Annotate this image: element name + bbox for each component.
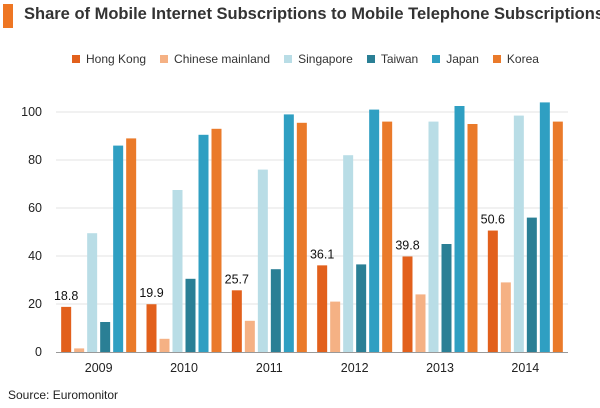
- legend-item: Hong Kong: [72, 52, 146, 66]
- bar: [257, 169, 268, 352]
- title-accent-bar: [3, 4, 13, 28]
- x-tick-label: 2009: [85, 361, 113, 375]
- bar: [100, 322, 111, 352]
- bar: [185, 278, 196, 352]
- y-tick-label: 40: [28, 249, 42, 263]
- x-tick-label: 2011: [256, 361, 283, 375]
- bar: [113, 145, 124, 352]
- bar: [270, 269, 281, 352]
- legend-label: Korea: [506, 52, 539, 66]
- bar: [526, 217, 537, 352]
- y-tick-label: 0: [35, 345, 42, 359]
- bar: [382, 121, 393, 352]
- legend-item: Japan: [432, 52, 479, 66]
- y-tick-label: 80: [28, 153, 42, 167]
- x-tick-label: 2014: [511, 361, 539, 375]
- bar: [552, 121, 563, 352]
- legend-swatch: [284, 55, 293, 63]
- bar: [74, 348, 85, 352]
- bar: [244, 320, 255, 352]
- bar: [159, 338, 170, 352]
- legend-item: Chinese mainland: [160, 52, 270, 66]
- legend-item: Singapore: [284, 52, 353, 66]
- bar: [330, 301, 341, 352]
- y-tick-label: 60: [28, 201, 42, 215]
- bar: [487, 230, 498, 352]
- legend-swatch: [366, 55, 375, 63]
- y-tick-label: 20: [28, 297, 42, 311]
- bar: [343, 155, 354, 352]
- y-tick-label: 100: [21, 105, 42, 119]
- legend-swatch: [72, 55, 80, 63]
- x-tick-label: 2010: [170, 361, 198, 375]
- legend-item: Taiwan: [366, 52, 419, 66]
- legend-label: Hong Kong: [86, 52, 147, 66]
- data-label: 18.8: [54, 289, 78, 303]
- bar: [402, 256, 413, 352]
- bar: [172, 190, 183, 352]
- source-note: Source: Euromonitor: [8, 388, 119, 402]
- bar: [61, 306, 72, 352]
- bar: [126, 138, 137, 352]
- bar: [283, 114, 294, 353]
- data-label: 19.9: [139, 286, 163, 300]
- bar: [500, 282, 511, 352]
- data-label: 50.6: [481, 213, 505, 227]
- bar: [231, 290, 242, 352]
- legend-label: Singapore: [298, 52, 353, 66]
- x-tick-label: 2013: [426, 361, 454, 375]
- bar: [87, 233, 98, 352]
- data-label: 25.7: [225, 272, 249, 286]
- legend-swatch: [160, 55, 169, 63]
- legend-label: Chinese mainland: [174, 52, 271, 66]
- bar: [296, 122, 307, 352]
- bar: [428, 121, 439, 352]
- bar: [467, 124, 478, 352]
- bar: [539, 102, 550, 353]
- bar: [146, 304, 157, 352]
- data-label: 39.8: [395, 238, 419, 252]
- bar: [211, 128, 222, 352]
- bar: [441, 244, 452, 352]
- bar: [317, 265, 328, 352]
- legend-label: Japan: [446, 52, 479, 66]
- data-label: 36.1: [310, 247, 334, 261]
- chart-legend: Hong Kong Chinese mainland Singapore Taiwan…: [72, 52, 553, 66]
- chart-title: Share of Mobile Internet Subscriptions t…: [24, 5, 600, 23]
- bar: [513, 115, 524, 352]
- legend-swatch: [492, 55, 501, 63]
- legend-label: Taiwan: [380, 52, 419, 66]
- x-tick-label: 2012: [341, 361, 369, 375]
- bar: [415, 294, 426, 352]
- bar: [198, 134, 209, 352]
- bar: [356, 264, 367, 352]
- bar: [369, 109, 380, 352]
- legend-swatch: [432, 55, 441, 63]
- legend-item: Korea: [492, 52, 539, 66]
- bar: [454, 106, 465, 352]
